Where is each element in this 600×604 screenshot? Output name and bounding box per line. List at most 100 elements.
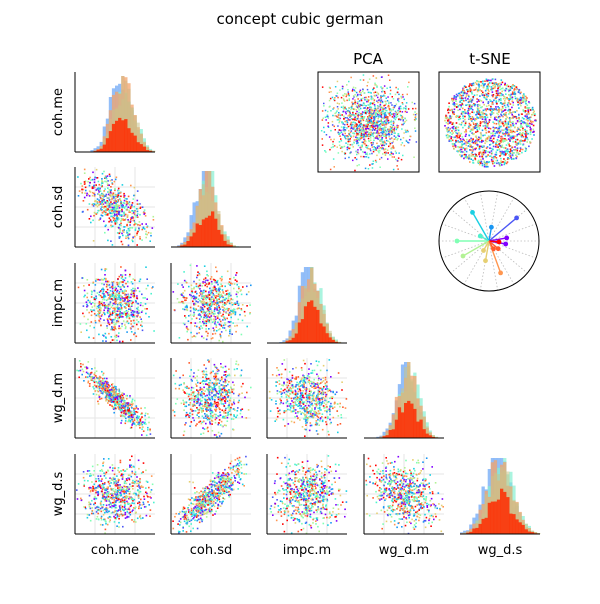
scatter-point <box>201 388 203 390</box>
scatter-point <box>334 402 336 404</box>
scatter-point <box>218 340 220 342</box>
scatter-point <box>196 297 198 299</box>
scatter-point <box>217 504 219 506</box>
scatter-point <box>99 396 101 398</box>
scatter-point <box>296 382 298 384</box>
scatter-point <box>291 405 293 407</box>
scatter-point <box>123 293 125 295</box>
scatter-point <box>202 493 204 495</box>
scatter-point <box>291 381 293 383</box>
scatter-point <box>185 299 187 301</box>
scatter-point <box>146 308 148 310</box>
scatter-point <box>211 502 213 504</box>
scatter-point <box>309 430 311 432</box>
scatter-point <box>148 232 150 234</box>
scatter-point <box>207 399 209 401</box>
scatter-point <box>177 283 179 285</box>
scatter-point <box>137 200 139 202</box>
scatter-point <box>98 381 100 383</box>
scatter-point <box>194 398 196 400</box>
scatter-point <box>129 416 131 418</box>
scatter-point <box>136 336 138 338</box>
scatter-point <box>217 499 219 501</box>
scatter-point <box>224 490 226 492</box>
scatter-point <box>305 409 307 411</box>
scatter-point <box>325 379 327 381</box>
scatter-point <box>229 281 231 283</box>
scatter-point <box>236 296 238 298</box>
scatter-point <box>110 186 112 188</box>
scatter-point <box>292 377 294 379</box>
scatter-point <box>126 209 128 211</box>
scatter-point <box>206 516 208 518</box>
scatter-point <box>127 296 129 298</box>
scatter-point <box>205 486 207 488</box>
scatter-point <box>199 318 201 320</box>
scatter-point <box>218 293 220 295</box>
scatter-point <box>113 392 115 394</box>
scatter-point <box>138 229 140 231</box>
scatter-point <box>108 292 110 294</box>
scatter-point <box>146 288 148 290</box>
scatter-point <box>246 305 248 307</box>
scatter-point <box>224 304 226 306</box>
scatter-point <box>325 392 327 394</box>
scatter-point <box>314 412 316 414</box>
scatter-point <box>241 472 243 474</box>
scatter-point <box>101 198 103 200</box>
scatter-point <box>276 375 278 377</box>
scatter-point <box>235 279 237 281</box>
scatter-point <box>92 486 94 488</box>
scatter-point <box>310 363 312 365</box>
scatter-point <box>234 283 236 285</box>
scatter-point <box>100 325 102 327</box>
scatter-point <box>213 384 215 386</box>
scatter-point <box>231 477 233 479</box>
scatter-point <box>110 207 112 209</box>
scatter-point <box>307 375 309 377</box>
scatter-point <box>124 507 126 509</box>
scatter-point <box>199 492 201 494</box>
scatter-point <box>235 311 237 313</box>
scatter-point <box>190 332 192 334</box>
scatter-point <box>123 215 125 217</box>
scatter-point <box>95 296 97 298</box>
scatter-point <box>205 376 207 378</box>
scatter-point <box>236 368 238 370</box>
scatter-point <box>98 194 100 196</box>
scatter-point <box>138 495 140 497</box>
scatter-point <box>295 391 297 393</box>
scatter-point <box>95 320 97 322</box>
scatter-point <box>210 303 212 305</box>
scatter-point <box>238 460 240 462</box>
scatter-point <box>138 303 140 305</box>
scatter-point <box>203 299 205 301</box>
scatter-point <box>174 411 176 413</box>
scatter-point <box>103 387 105 389</box>
scatter-point <box>104 299 106 301</box>
scatter-point <box>209 298 211 300</box>
scatter-point <box>322 421 324 423</box>
scatter-point <box>110 213 112 215</box>
scatter-point <box>119 341 121 343</box>
scatter-point <box>95 184 97 186</box>
scatter-point <box>109 284 111 286</box>
scatter-point <box>129 315 131 317</box>
scatter-point <box>334 406 336 408</box>
scatter-point <box>89 375 91 377</box>
scatter-point <box>105 209 107 211</box>
scatter-point <box>208 328 210 330</box>
scatter-point <box>125 326 127 328</box>
scatter-point <box>104 268 106 270</box>
scatter-point <box>107 512 109 514</box>
scatter-point <box>293 405 295 407</box>
scatter-point <box>246 392 248 394</box>
scatter-point <box>220 505 222 507</box>
scatter-point <box>233 401 235 403</box>
scatter-point <box>229 331 231 333</box>
scatter-point <box>144 422 146 424</box>
scatter-point <box>208 490 210 492</box>
scatter-point <box>118 336 120 338</box>
scatter-point <box>100 386 102 388</box>
